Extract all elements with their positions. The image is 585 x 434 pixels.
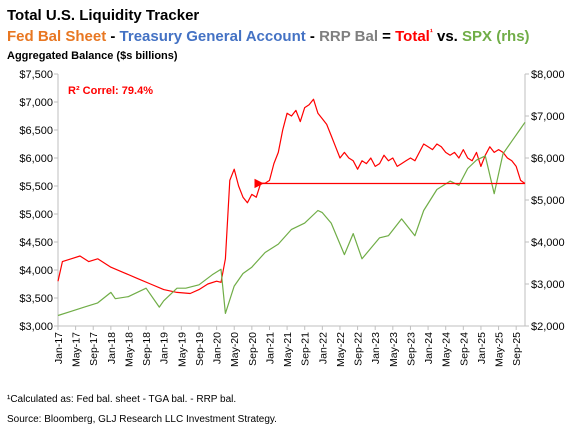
x-axis-tick-label: Jan-24 xyxy=(423,332,435,364)
right-axis-tick-label: $8,000 xyxy=(531,69,565,81)
right-axis-tick-label: $7,000 xyxy=(531,111,565,123)
x-axis-tick-label: Jan-22 xyxy=(317,332,329,364)
chart-subtitle-legend: Fed Bal Sheet - Treasury General Account… xyxy=(7,27,530,45)
x-axis-tick-label: May-21 xyxy=(282,332,294,367)
legend-rrp-balance: RRP Bal xyxy=(319,28,378,45)
right-axis-tick-label: $3,000 xyxy=(531,279,565,291)
x-axis-tick-label: May-17 xyxy=(71,332,83,367)
x-axis-tick-label: May-25 xyxy=(494,332,506,367)
legend-versus: vs. xyxy=(432,28,463,45)
x-axis-tick-label: May-23 xyxy=(388,332,400,367)
legend-equals-operator: = xyxy=(378,28,396,45)
chart-title: Total U.S. Liquidity Tracker xyxy=(7,7,200,24)
x-axis-tick-label: Sep-17 xyxy=(88,332,100,366)
left-axis-tick-label: $4,000 xyxy=(19,265,53,277)
right-axis-tick-label: $6,000 xyxy=(531,153,565,165)
x-axis-tick-label: Jan-18 xyxy=(106,332,118,364)
left-axis-tick-label: $3,500 xyxy=(19,293,53,305)
x-axis-tick-label: Sep-24 xyxy=(458,332,470,366)
x-axis-tick-label: May-24 xyxy=(441,332,453,367)
correlation-annotation: R² Correl: 79.4% xyxy=(68,85,153,97)
x-axis-tick-label: Jan-20 xyxy=(212,332,224,364)
right-axis-tick-label: $4,000 xyxy=(531,237,565,249)
left-axis-tick-label: $5,000 xyxy=(19,209,53,221)
x-axis-tick-label: Jan-19 xyxy=(159,332,171,364)
left-axis-tick-label: $5,500 xyxy=(19,181,53,193)
legend-fed-balance-sheet: Fed Bal Sheet xyxy=(7,28,107,45)
x-axis-tick-label: May-20 xyxy=(229,332,241,367)
x-axis-tick-label: Sep-18 xyxy=(141,332,153,366)
legend-minus-operator: - xyxy=(305,28,320,45)
right-axis-tick-label: $5,000 xyxy=(531,195,565,207)
x-axis-tick-label: May-18 xyxy=(123,332,135,367)
x-axis-tick-label: Jan-23 xyxy=(370,332,382,364)
x-axis-tick-label: May-19 xyxy=(176,332,188,367)
left-axis-tick-label: $7,000 xyxy=(19,97,53,109)
right-axis-tick-label: $2,000 xyxy=(531,321,565,333)
calculation-footnote: ¹Calculated as: Fed bal. sheet - TGA bal… xyxy=(7,394,237,405)
left-axis-tick-label: $7,500 xyxy=(19,69,53,81)
x-axis-tick-label: Jan-25 xyxy=(476,332,488,364)
x-axis-tick-label: Sep-21 xyxy=(300,332,312,366)
source-footnote: Source: Bloomberg, GLJ Research LLC Inve… xyxy=(7,414,277,425)
legend-total-footnote-mark: ¹ xyxy=(429,27,433,37)
left-axis-tick-label: $6,500 xyxy=(19,125,53,137)
left-axis-caption: Aggregated Balance ($s billions) xyxy=(7,50,178,62)
x-axis-tick-label: Sep-20 xyxy=(247,332,259,366)
x-axis-tick-label: Sep-23 xyxy=(405,332,417,366)
x-axis-tick-label: Jan-17 xyxy=(53,332,65,364)
total-liquidity-line xyxy=(57,98,526,295)
legend-spx: SPX (rhs) xyxy=(462,28,530,45)
left-axis-tick-label: $3,000 xyxy=(19,321,53,333)
legend-total: Total xyxy=(395,28,430,45)
x-axis-tick-label: Sep-19 xyxy=(194,332,206,366)
x-axis-tick-label: Sep-22 xyxy=(353,332,365,366)
left-axis-tick-label: $4,500 xyxy=(19,237,53,249)
legend-minus-operator: - xyxy=(106,28,120,45)
legend-treasury-general-account: Treasury General Account xyxy=(119,28,306,45)
x-axis-tick-label: Jan-21 xyxy=(264,332,276,364)
x-axis-tick-label: May-22 xyxy=(335,332,347,367)
x-axis-tick-label: Sep-25 xyxy=(511,332,523,366)
spx-line xyxy=(57,121,526,317)
left-axis-tick-label: $6,000 xyxy=(19,153,53,165)
